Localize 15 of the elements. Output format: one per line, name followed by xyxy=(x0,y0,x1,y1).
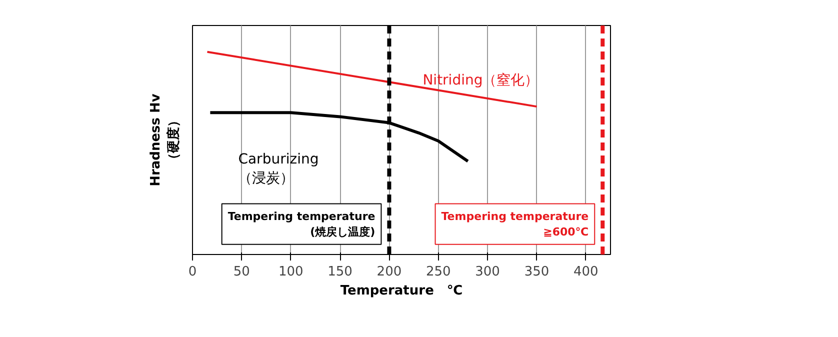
x-tick-label: 0 xyxy=(188,264,197,280)
x-tick-label: 300 xyxy=(475,264,500,280)
x-tick-label: 100 xyxy=(278,264,304,280)
text: Carburizing （浸炭） xyxy=(238,151,319,186)
ref-line-label: Tempering temperature ≧600℃ xyxy=(441,210,589,238)
x-tick-label: 250 xyxy=(426,264,451,280)
series-label: Nitriding（窒化） xyxy=(422,72,539,89)
x-tick-label: 350 xyxy=(524,264,550,280)
ref-line-label: Tempering temperature (焼戻し温度) xyxy=(228,210,376,238)
x-tick-label: 150 xyxy=(328,264,352,280)
y-axis-title: Hradness Hv （硬度） xyxy=(148,93,182,186)
x-tick-label: 50 xyxy=(233,264,250,280)
x-axis-title: Temperature ℃ xyxy=(340,284,463,298)
x-tick-label: 400 xyxy=(574,264,598,280)
x-tick-label: 200 xyxy=(376,264,402,280)
